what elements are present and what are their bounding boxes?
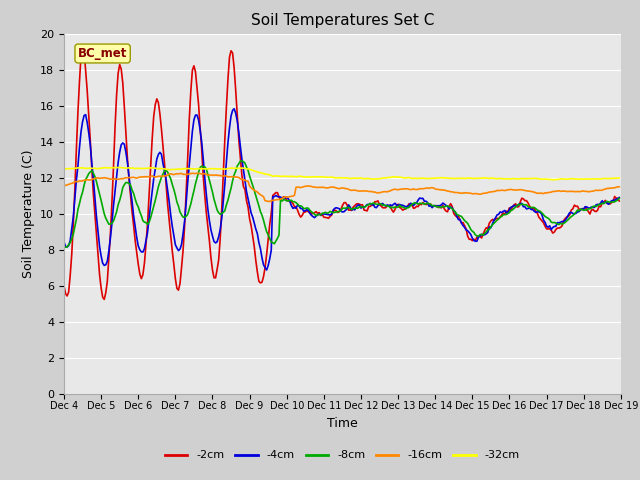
Text: BC_met: BC_met: [78, 47, 127, 60]
Title: Soil Temperatures Set C: Soil Temperatures Set C: [251, 13, 434, 28]
Y-axis label: Soil Temperature (C): Soil Temperature (C): [22, 149, 35, 278]
X-axis label: Time: Time: [327, 417, 358, 430]
Legend: -2cm, -4cm, -8cm, -16cm, -32cm: -2cm, -4cm, -8cm, -16cm, -32cm: [161, 446, 524, 465]
